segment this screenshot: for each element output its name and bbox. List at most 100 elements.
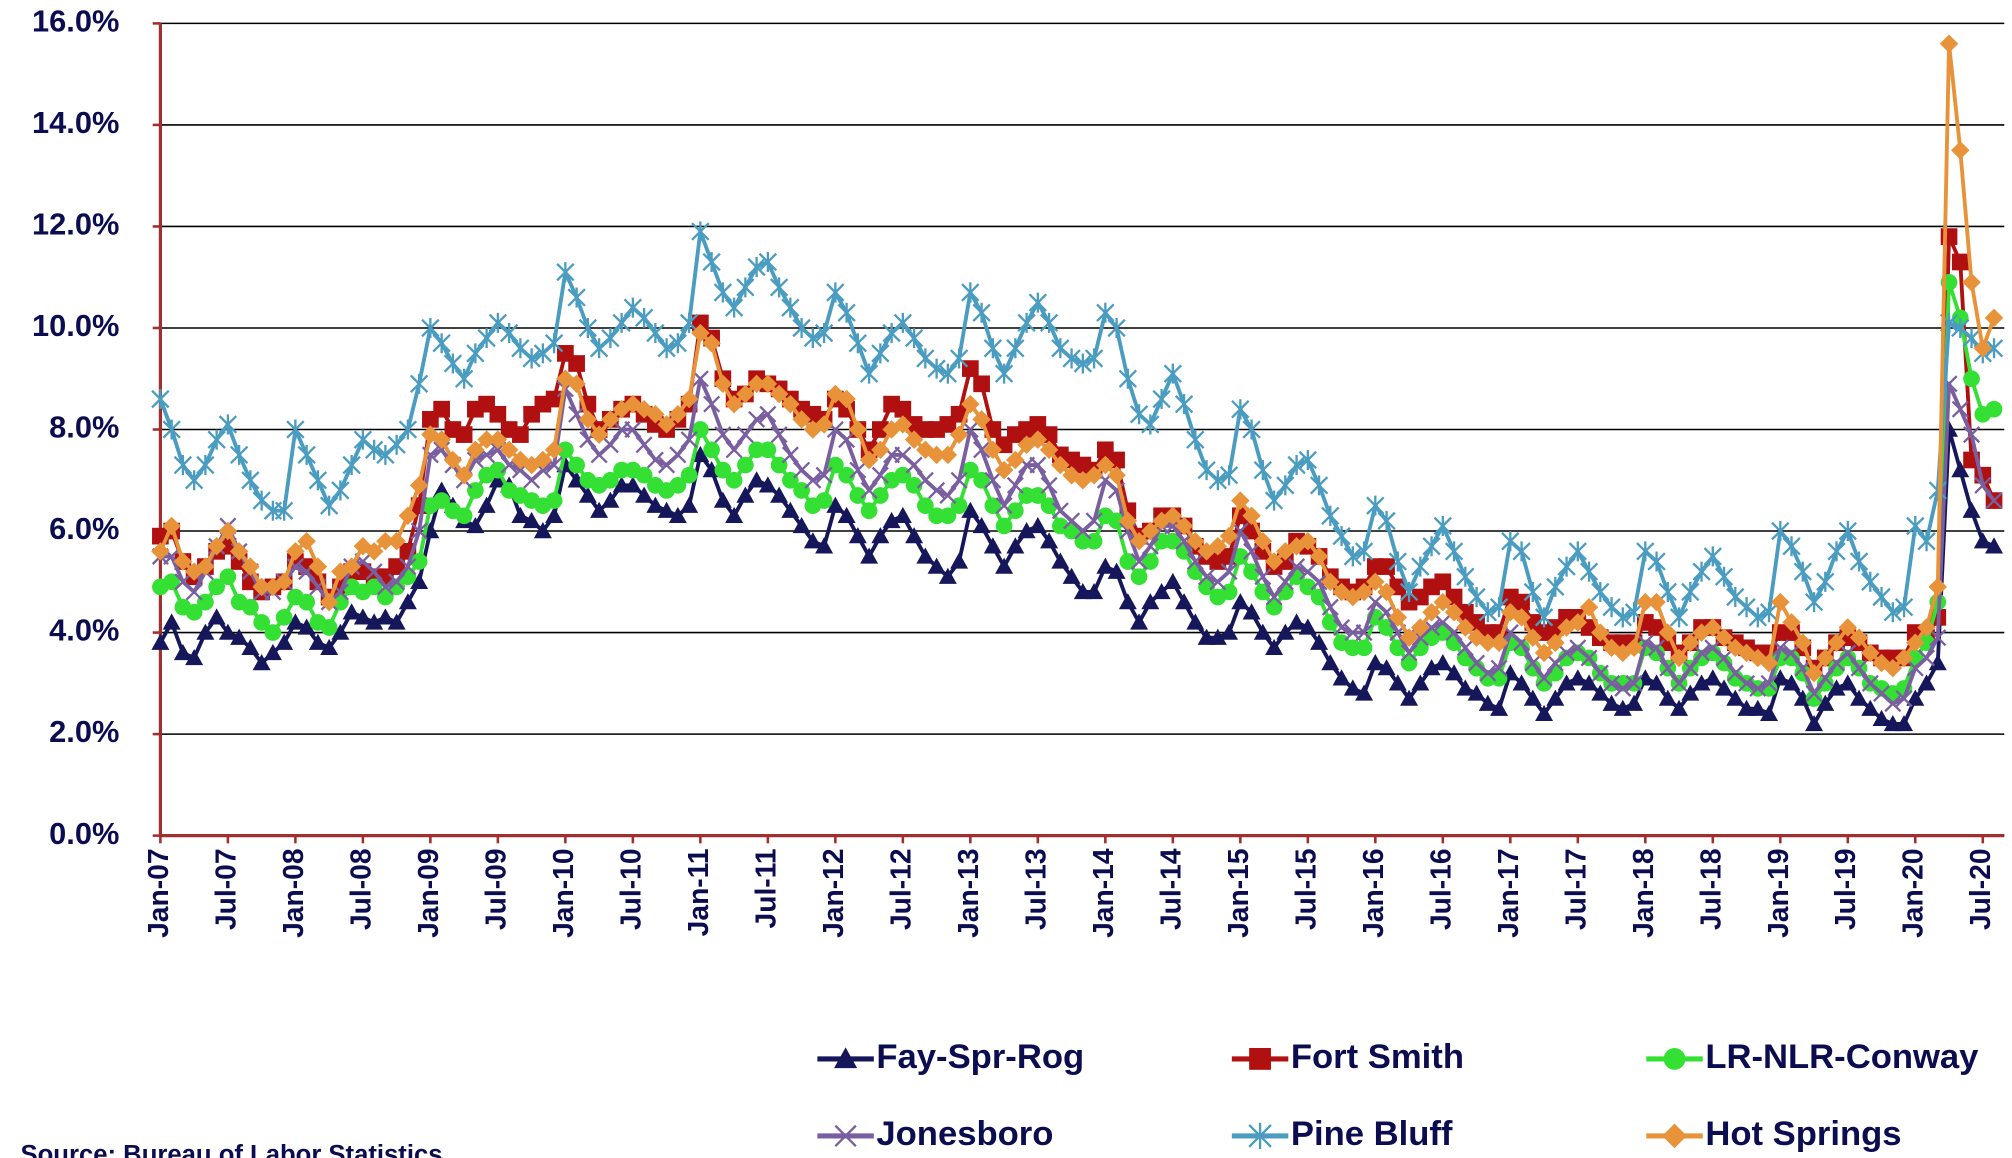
- data-point: [669, 446, 687, 464]
- data-point: [589, 338, 609, 359]
- data-point: [1478, 602, 1497, 623]
- data-point: [1422, 659, 1441, 676]
- data-point: [938, 445, 958, 465]
- data-point: [1208, 537, 1228, 556]
- data-point: [229, 444, 249, 465]
- legend-label: LR-NLR-Conway: [1705, 1038, 1979, 1076]
- series: [151, 34, 2004, 683]
- data-point: [1006, 338, 1025, 359]
- data-point: [1568, 669, 1587, 686]
- data-point: [725, 471, 743, 489]
- data-point: [263, 577, 283, 597]
- data-point: [1523, 581, 1542, 602]
- data-point: [1219, 465, 1239, 486]
- data-point: [1377, 510, 1396, 531]
- data-point: [1894, 597, 1914, 618]
- data-point: [1827, 633, 1846, 652]
- data-point: [196, 557, 215, 576]
- data-point: [151, 633, 170, 650]
- data-point: [1119, 553, 1137, 570]
- data-point: [724, 297, 744, 318]
- data-point: [331, 480, 350, 501]
- data-point: [1354, 582, 1374, 602]
- data-point: [1186, 531, 1205, 551]
- x-tick-label: Jan-18: [1627, 848, 1659, 937]
- data-point: [286, 419, 305, 440]
- data-point: [872, 487, 889, 504]
- data-point: [1388, 608, 1408, 627]
- data-point: [1220, 563, 1238, 581]
- data-point: [455, 426, 473, 443]
- data-point: [1130, 552, 1148, 571]
- data-point: [1399, 628, 1419, 647]
- data-point: [1434, 573, 1452, 591]
- data-point: [1467, 684, 1486, 701]
- data-point: [410, 522, 428, 540]
- data-point: [1625, 674, 1643, 692]
- x-tick-label: Jul-19: [1829, 848, 1861, 930]
- data-point: [1085, 512, 1103, 530]
- data-point: [759, 405, 777, 423]
- data-point: [803, 328, 823, 349]
- data-point: [1512, 674, 1531, 691]
- data-point: [973, 441, 991, 459]
- data-point: [308, 557, 328, 576]
- data-point: [938, 363, 958, 384]
- y-tick-label: 10.0%: [32, 308, 119, 343]
- data-point: [1603, 674, 1621, 692]
- data-point: [1748, 699, 1767, 716]
- data-point: [1468, 659, 1485, 677]
- data-point: [1243, 542, 1261, 560]
- data-point: [1951, 461, 1970, 478]
- data-point: [511, 506, 530, 523]
- data-point: [691, 445, 710, 463]
- data-point: [983, 537, 1002, 554]
- data-point: [1512, 541, 1531, 562]
- data-point: [1062, 567, 1081, 584]
- data-point: [388, 573, 406, 591]
- data-point: [848, 527, 867, 544]
- data-point: [1355, 684, 1374, 701]
- data-point: [1771, 639, 1789, 657]
- data-point: [398, 419, 418, 440]
- data-point: [218, 623, 237, 640]
- data-point: [612, 399, 631, 419]
- data-point: [1962, 328, 1981, 349]
- data-point: [860, 547, 879, 564]
- data-point: [1558, 644, 1576, 662]
- data-point: [973, 471, 990, 489]
- data-point: [1118, 511, 1138, 531]
- data-point: [1028, 292, 1048, 313]
- data-point: [737, 456, 754, 474]
- legend-marker: [834, 1047, 858, 1069]
- data-point: [769, 277, 789, 298]
- x-tick-label: Jul-11: [749, 848, 781, 928]
- data-point: [376, 578, 394, 596]
- x-tick-label: Jul-14: [1154, 848, 1186, 930]
- data-point: [1849, 628, 1869, 647]
- x-tick-label: Jan-12: [817, 848, 849, 937]
- data-point: [893, 506, 912, 523]
- data-point: [1648, 639, 1666, 657]
- data-point: [1310, 573, 1328, 591]
- data-point: [635, 486, 654, 503]
- data-point: [1838, 618, 1858, 637]
- data-point: [1377, 659, 1396, 676]
- data-point: [319, 495, 339, 516]
- data-point: [601, 410, 620, 429]
- data-point: [1524, 654, 1542, 672]
- legend-label: Hot Springs: [1705, 1115, 1901, 1153]
- data-point: [1726, 689, 1745, 706]
- data-point: [1422, 603, 1441, 622]
- data-point: [455, 507, 473, 525]
- data-point: [1534, 607, 1554, 628]
- data-point: [1051, 455, 1070, 475]
- y-tick-label: 4.0%: [49, 613, 119, 648]
- data-point: [1895, 690, 1913, 708]
- data-point: [669, 477, 687, 494]
- legend-label: Jonesboro: [876, 1115, 1053, 1153]
- data-point: [274, 500, 294, 521]
- legend-marker: [834, 1124, 857, 1147]
- data-point: [1219, 526, 1239, 546]
- data-point: [972, 516, 991, 534]
